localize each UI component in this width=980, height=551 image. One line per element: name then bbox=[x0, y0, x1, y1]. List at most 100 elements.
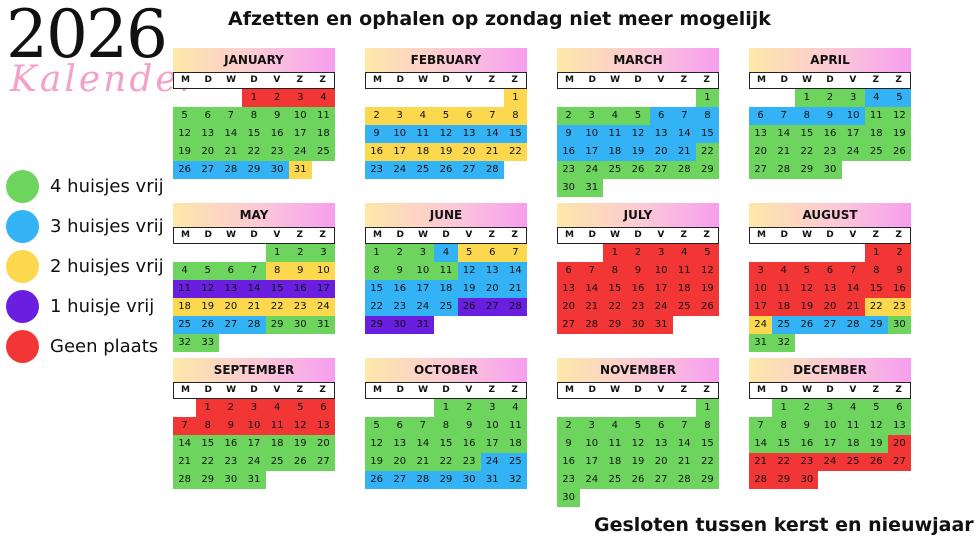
weekday-label: W bbox=[418, 230, 429, 240]
day-cell: 22 bbox=[365, 298, 389, 316]
day-cell: 21 bbox=[841, 298, 865, 316]
day-cell: 29 bbox=[434, 471, 458, 489]
day-cell: 20 bbox=[311, 435, 335, 453]
day-cell: 23 bbox=[457, 453, 481, 471]
legend-dot-red bbox=[6, 329, 39, 363]
calendar-year: 2026 bbox=[6, 0, 168, 73]
day-cell: 14 bbox=[480, 125, 504, 143]
day-cell: 11 bbox=[772, 280, 796, 298]
weekday-label: D bbox=[250, 385, 258, 395]
weekday-label: W bbox=[418, 75, 429, 85]
month-october: OCTOBER M D W D V Z Z 1 2 3 4 5 6 7 8 9 10 11 12 13 14 15 16 17 1… bbox=[365, 358, 527, 489]
day-cell: 31 bbox=[580, 179, 604, 197]
day-cell: 19 bbox=[626, 143, 650, 161]
day-cell: 26 bbox=[695, 298, 719, 316]
day-cell: 8 bbox=[795, 107, 819, 125]
day-cell: 5 bbox=[365, 417, 389, 435]
empty-day bbox=[242, 244, 265, 262]
weekday-label: Z bbox=[872, 385, 879, 395]
day-cell: 11 bbox=[503, 417, 527, 435]
day-cell: 16 bbox=[219, 435, 243, 453]
day-cell: 2 bbox=[388, 244, 412, 262]
legend-label: 4 huisjes vrij bbox=[50, 175, 164, 197]
day-cell: 14 bbox=[841, 280, 865, 298]
day-cell: 14 bbox=[772, 125, 796, 143]
day-cell: 15 bbox=[864, 280, 888, 298]
day-cell: 31 bbox=[242, 471, 266, 489]
day-cell: 18 bbox=[411, 143, 435, 161]
legend-label: 2 huisjes vrij bbox=[50, 255, 164, 277]
day-cell: 9 bbox=[457, 417, 481, 435]
day-cell: 3 bbox=[311, 244, 335, 262]
day-cell: 22 bbox=[242, 143, 266, 161]
day-cell: 25 bbox=[603, 161, 627, 179]
day-cell: 7 bbox=[772, 107, 796, 125]
availability-legend: 4 huisjes vrij 3 huisjes vrij 2 huisjes … bbox=[6, 166, 164, 366]
day-cell: 4 bbox=[603, 417, 627, 435]
day-cell: 8 bbox=[503, 107, 527, 125]
day-cell: 25 bbox=[672, 298, 696, 316]
empty-day bbox=[580, 399, 603, 417]
day-cell: 12 bbox=[695, 262, 719, 280]
day-cell: 1 bbox=[772, 399, 796, 417]
day-cell: 5 bbox=[434, 107, 458, 125]
weekday-label: Z bbox=[703, 230, 710, 240]
legend-item: 3 huisjes vrij bbox=[6, 206, 164, 246]
day-grid: 1 2 3 4 5 6 7 8 9 10 11 12 13 14 15 16 17 18 19 20 21 22 23 24 2… bbox=[365, 244, 527, 334]
day-cell: 14 bbox=[672, 125, 696, 143]
day-cell: 12 bbox=[457, 262, 481, 280]
day-cell: 9 bbox=[557, 125, 581, 143]
weekday-label: D bbox=[396, 75, 405, 85]
weekday-label: W bbox=[610, 75, 621, 85]
day-cell: 19 bbox=[434, 143, 458, 161]
day-cell: 21 bbox=[219, 143, 243, 161]
day-cell: 15 bbox=[365, 280, 389, 298]
day-cell: 11 bbox=[603, 125, 627, 143]
weekday-label: Z bbox=[319, 230, 326, 240]
day-cell: 3 bbox=[649, 244, 673, 262]
legend-item: 2 huisjes vrij bbox=[6, 246, 164, 286]
day-cell: 2 bbox=[265, 89, 289, 107]
day-cell: 11 bbox=[311, 107, 335, 125]
day-cell: 10 bbox=[242, 417, 266, 435]
day-cell: 29 bbox=[695, 471, 719, 489]
weekday-label: D bbox=[634, 75, 642, 85]
day-cell: 10 bbox=[288, 107, 312, 125]
weekday-label: V bbox=[657, 75, 665, 85]
day-cell: 9 bbox=[795, 417, 819, 435]
day-cell: 30 bbox=[626, 316, 650, 334]
day-cell: 7 bbox=[749, 417, 773, 435]
day-cell: 22 bbox=[434, 453, 458, 471]
weekday-label: V bbox=[465, 75, 473, 85]
weekday-label: V bbox=[273, 385, 281, 395]
weekday-label: M bbox=[180, 230, 190, 240]
day-cell: 18 bbox=[772, 298, 796, 316]
day-cell: 28 bbox=[749, 471, 773, 489]
day-cell: 23 bbox=[365, 161, 389, 179]
day-cell: 9 bbox=[887, 262, 911, 280]
day-cell: 15 bbox=[695, 125, 719, 143]
day-cell: 6 bbox=[219, 262, 243, 280]
weekday-label: M bbox=[564, 385, 574, 395]
day-cell: 10 bbox=[841, 107, 865, 125]
day-cell: 21 bbox=[480, 143, 504, 161]
empty-day bbox=[365, 89, 388, 107]
weekday-label: D bbox=[780, 230, 789, 240]
weekday-label: V bbox=[273, 75, 281, 85]
day-cell: 15 bbox=[196, 435, 220, 453]
day-cell: 4 bbox=[841, 399, 865, 417]
day-cell: 12 bbox=[887, 107, 911, 125]
closing-notice: Gesloten tussen kerst en nieuwjaar bbox=[594, 514, 974, 536]
legend-label: Geen plaats bbox=[50, 335, 159, 357]
weekday-label: D bbox=[634, 385, 642, 395]
day-cell: 24 bbox=[242, 453, 266, 471]
day-cell: 6 bbox=[388, 417, 412, 435]
day-cell: 1 bbox=[365, 244, 389, 262]
day-cell: 18 bbox=[841, 435, 865, 453]
empty-day bbox=[795, 244, 818, 262]
empty-day bbox=[772, 244, 795, 262]
day-cell: 13 bbox=[311, 417, 335, 435]
